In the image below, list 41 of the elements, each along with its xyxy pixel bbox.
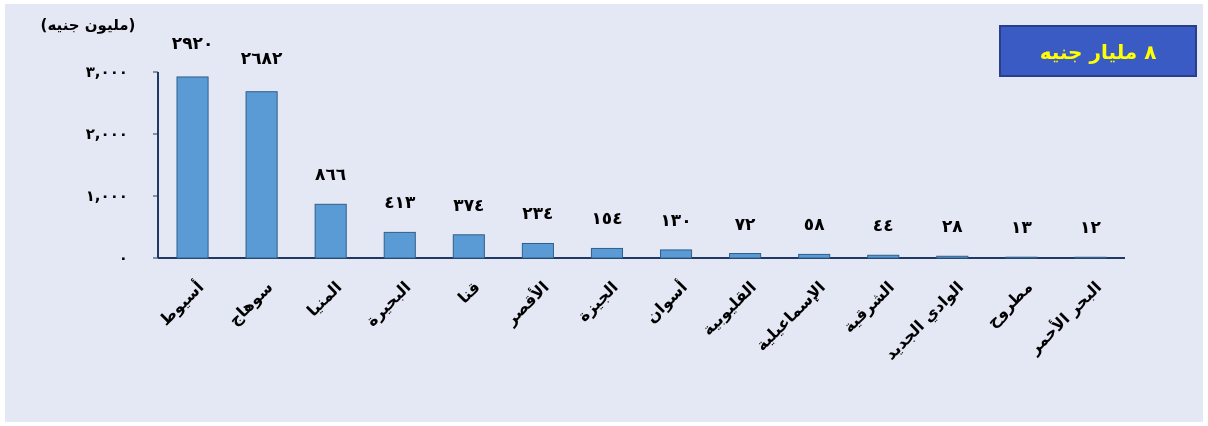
data-label: ٢٨ (941, 216, 964, 237)
data-label: ٧٢ (734, 213, 757, 234)
data-label: ١٣ (1011, 217, 1033, 238)
x-tick-label: قنا (453, 277, 484, 308)
y-tick-label: ٢,٠٠٠ (85, 125, 128, 143)
x-tick-label: أسوان (641, 276, 691, 327)
data-label: ٨٦٦ (315, 164, 347, 185)
x-tick-label: الجيزة (573, 277, 622, 326)
bar (176, 76, 209, 259)
bar (452, 234, 485, 259)
x-tick-label: سوهاج (224, 277, 277, 330)
bar (867, 254, 900, 259)
x-tick-label: مطروح (982, 277, 1037, 332)
bar (729, 253, 762, 259)
data-label: ٢٩٢٠ (171, 32, 214, 53)
bar (660, 249, 693, 259)
data-label: ٢٣٤ (522, 203, 554, 224)
y-axis-title: (مليون جنيه) (40, 16, 136, 34)
x-tick-label: الأقصر (500, 277, 553, 330)
bar (798, 253, 831, 259)
data-label: ٤٤ (872, 215, 894, 236)
y-tick-label: ٠ (118, 249, 128, 267)
data-label: ١٣٠ (660, 209, 692, 230)
data-label: ٤١٣ (384, 192, 416, 213)
bar (521, 242, 554, 259)
x-tick-label: البحيرة (361, 277, 415, 331)
data-label: ٣٧٤ (453, 194, 485, 215)
y-tick-label: ٣,٠٠٠ (85, 63, 128, 81)
x-tick-label: المنيا (302, 277, 346, 321)
data-label: ٥٨ (803, 214, 826, 235)
bar (245, 91, 278, 259)
picture-annotation-box: ٨ مليار جنيه (999, 25, 1197, 77)
bar (314, 203, 347, 259)
data-label: ٢٦٨٢ (240, 47, 283, 68)
bar (590, 247, 624, 259)
x-tick-label: أسيوط (154, 276, 208, 330)
data-label: ١٥٤ (591, 208, 623, 229)
x-tick-label: القليوبية (698, 277, 760, 340)
bar (383, 231, 416, 259)
y-tick-label: ١,٠٠٠ (85, 187, 128, 205)
data-label: ١٢ (1080, 217, 1102, 238)
